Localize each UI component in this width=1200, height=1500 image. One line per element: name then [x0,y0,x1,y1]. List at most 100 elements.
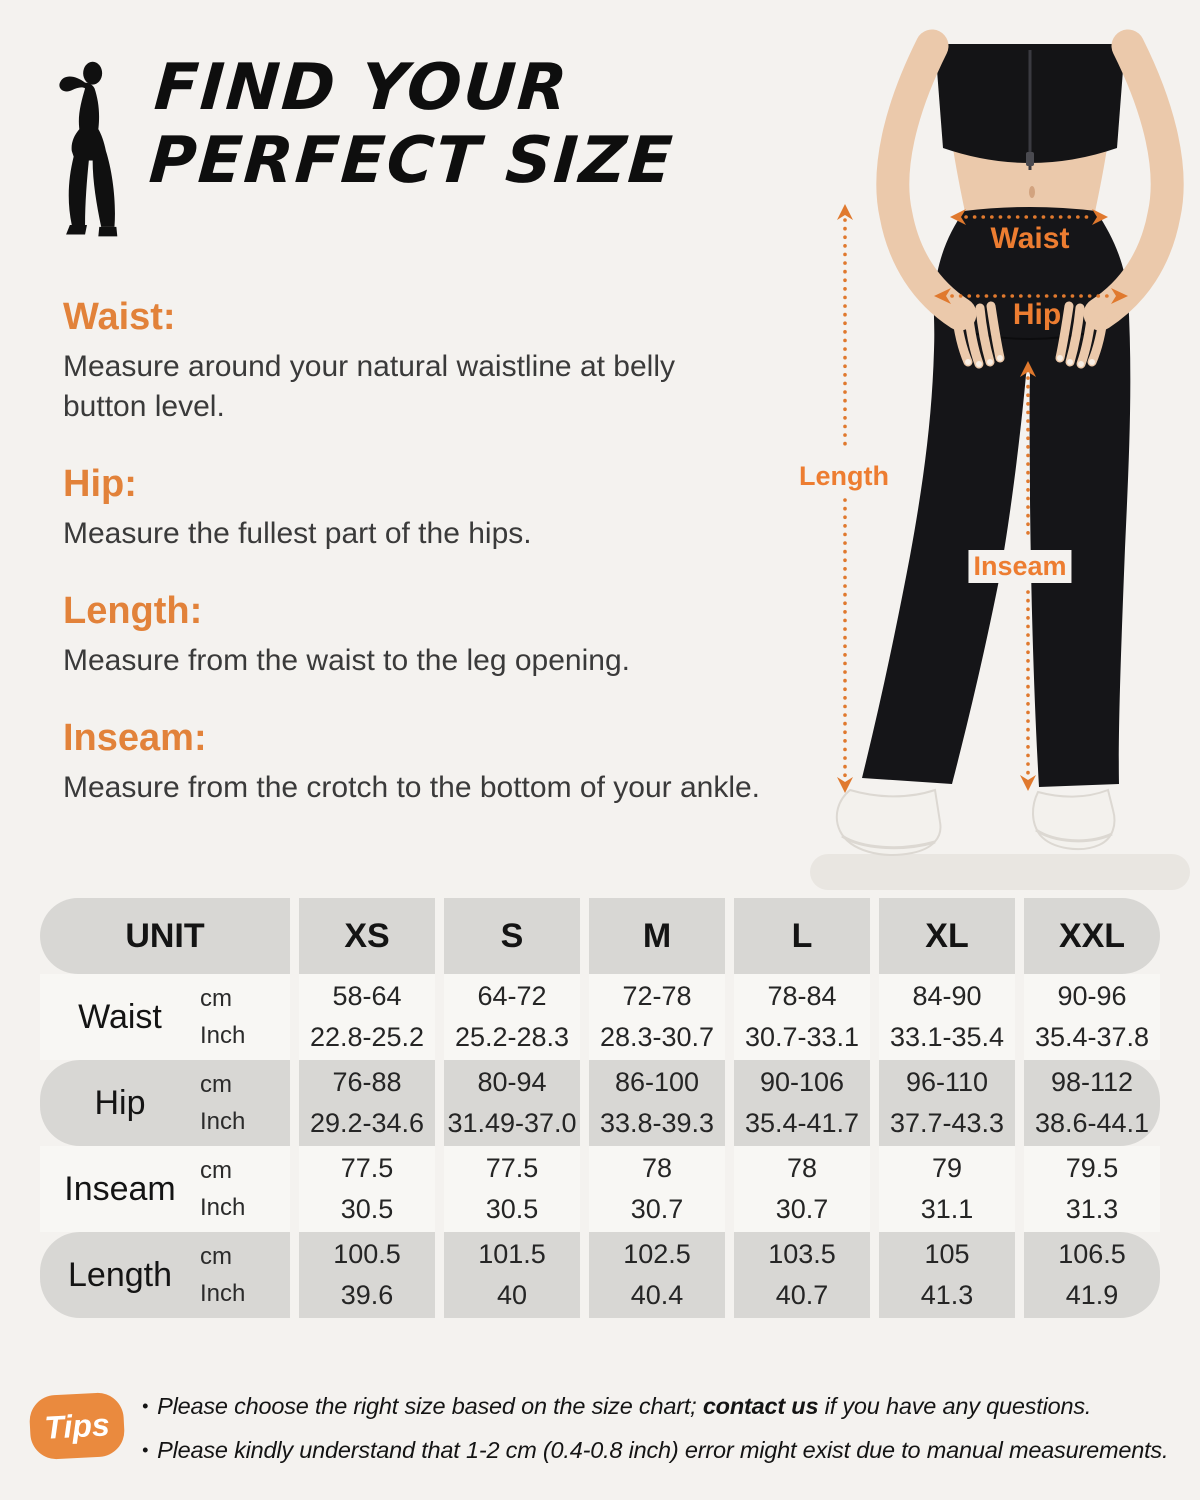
cm-value: 80-94 [477,1067,547,1097]
cm-value: 106.5 [1058,1239,1126,1269]
hip-xl: 96-110 37.7-43.3 [879,1060,1015,1146]
page-title: FIND YOUR PERFECT SIZE [146,51,681,198]
length-l: 103.5 40.7 [734,1232,870,1318]
measure-lines [843,215,1112,780]
length-xs: 100.5 39.6 [299,1232,435,1318]
inch-value: 40.4 [630,1280,684,1310]
inch-value: 31.49-37.0 [447,1108,577,1138]
cm-value: 98-112 [1050,1067,1134,1097]
cm-value: 90-106 [759,1067,845,1097]
inseam-xs: 77.5 30.5 [299,1146,435,1232]
tip-line-1: • Please choose the right size based on t… [142,1384,1190,1428]
cm-value: 76-88 [332,1067,402,1097]
table-header-row: UNIT XS S M L XL XXL [40,898,1160,974]
length-xxl: 106.5 41.9 [1024,1232,1160,1318]
inch-value: 39.6 [340,1280,394,1310]
measure-name: Waist [78,997,162,1036]
fingernails [965,355,1095,367]
sports-bra [935,44,1125,170]
column-header-xl: XL [879,898,1015,974]
cm-value: 105 [924,1239,970,1269]
tip1-text-end: if you have any questions. [818,1393,1092,1419]
inch-value: 28.3-30.7 [599,1022,715,1052]
measure-name: Inseam [64,1169,176,1208]
instruction-waist-label: Waist: [63,296,176,338]
model-photo: Waist Hip Length Inseam [780,0,1200,895]
inch-value: 30.7 [775,1194,829,1224]
inch-value: 41.9 [1065,1280,1119,1310]
inch-value: 38.6-44.1 [1034,1108,1150,1138]
model-arms [876,29,1184,331]
instruction-length-text: Measure from the waist to the leg openin… [63,643,630,677]
inseam-s: 77.5 30.5 [444,1146,580,1232]
model-hands [951,301,1109,369]
column-header-xs: XS [299,898,435,974]
tips-section: Tips • Please choose the right size based… [28,1384,1190,1472]
inch-value: 31.3 [1065,1194,1119,1224]
column-header-m: M [589,898,725,974]
inseam-xl: 79 31.1 [879,1146,1015,1232]
cm-label: cm [200,1070,232,1098]
waist-annotation-label: Waist [990,222,1070,255]
tip1-text: Please choose the right size based on th… [157,1393,703,1419]
inch-label: Inch [200,1193,246,1221]
measure-name: Length [68,1255,172,1294]
instruction-inseam: Inseam: Measure from the crotch to the b… [63,717,773,808]
model-illustration [810,29,1190,890]
cm-value: 86-100 [614,1067,700,1097]
unit-labels: cm Inch [200,1242,290,1307]
hip-m: 86-100 33.8-39.3 [589,1060,725,1146]
cm-value: 96-110 [905,1067,989,1097]
inch-value: 33.1-35.4 [889,1022,1005,1052]
tip-line-2: • Please kindly understand that 1-2 cm (0… [142,1428,1190,1472]
inch-label: Inch [200,1021,246,1049]
instruction-inseam-text: Measure from the crotch to the bottom of… [63,770,761,804]
cm-value: 72-78 [622,981,692,1011]
inch-label: Inch [200,1279,246,1307]
inch-value: 40 [496,1280,528,1310]
header: FIND YOUR PERFECT SIZE [42,51,676,243]
row-label-waist: Waist cm Inch [40,974,290,1060]
inseam-xxl: 79.5 31.3 [1024,1146,1160,1232]
inch-value: 40.7 [775,1280,829,1310]
measure-name: Hip [94,1083,146,1122]
cm-label: cm [200,1242,232,1270]
measure-arrows [837,204,1128,793]
inch-label: Inch [200,1107,246,1135]
cm-label: cm [200,984,232,1012]
inseam-annotation-label: Inseam [968,550,1072,583]
cm-label: cm [200,1156,232,1184]
cm-value: 77.5 [485,1153,539,1183]
length-s: 101.5 40 [444,1232,580,1318]
cm-value: 78 [641,1153,673,1183]
column-header-l: L [734,898,870,974]
cm-value: 102.5 [623,1239,691,1269]
inch-value: 25.2-28.3 [454,1022,570,1052]
pants [862,207,1131,787]
cm-value: 78 [786,1153,818,1183]
inch-value: 31.1 [920,1194,974,1224]
cm-value: 79 [931,1153,963,1183]
instruction-inseam-label: Inseam: [63,716,207,759]
tips-badge: Tips [28,1391,126,1461]
length-annotation-label: Length [794,460,894,493]
row-label-hip: Hip cm Inch [40,1060,290,1146]
table-row-inseam: Inseam cm Inch 77.5 30.5 77.5 30.5 78 30… [40,1146,1160,1232]
sneakers [835,788,1116,856]
table-row-waist: Waist cm Inch 58-64 22.8-25.2 64-72 25.2… [40,974,1160,1060]
tip1-contact-us: contact us [702,1393,819,1419]
instruction-hip-label: Hip: [63,462,137,505]
unit-labels: cm Inch [200,1156,290,1221]
inch-value: 37.7-43.3 [889,1108,1005,1138]
instruction-length: Length: Measure from the waist to the le… [63,590,773,681]
unit-labels: cm Inch [200,1070,290,1135]
title-line-1: FIND YOUR [151,51,572,125]
table-row-hip: Hip cm Inch 76-88 29.2-34.6 80-94 31.49-… [40,1060,1160,1146]
inseam-m: 78 30.7 [589,1146,725,1232]
cm-value: 90-96 [1057,981,1127,1011]
cm-value: 100.5 [333,1239,401,1269]
row-label-length: Length cm Inch [40,1232,290,1318]
inch-value: 22.8-25.2 [309,1022,425,1052]
title-line-2: PERFECT SIZE [146,123,677,198]
cm-value: 103.5 [768,1239,836,1269]
